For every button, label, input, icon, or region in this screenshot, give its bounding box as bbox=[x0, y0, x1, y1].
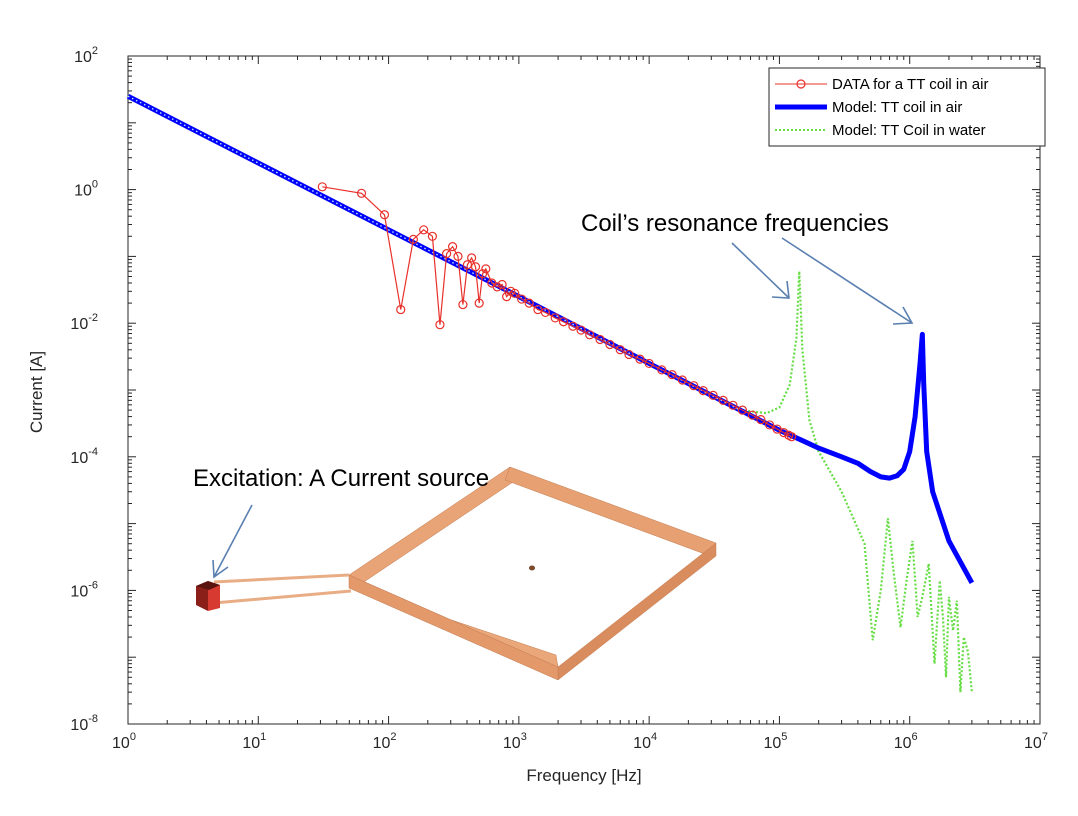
x-tick-label: 106 bbox=[894, 731, 918, 752]
x-tick-label: 102 bbox=[373, 731, 397, 752]
data-point-marker bbox=[447, 242, 458, 252]
data-point-marker bbox=[497, 279, 507, 290]
data-point-marker bbox=[540, 307, 551, 318]
series-line-data bbox=[322, 186, 792, 438]
series-2 bbox=[127, 95, 973, 693]
series-line-water bbox=[127, 95, 973, 693]
x-tick-label: 107 bbox=[1024, 731, 1048, 752]
legend-label: Model: TT Coil in water bbox=[832, 122, 986, 139]
coil-frame-front-left-side bbox=[348, 574, 559, 681]
data-point-marker bbox=[435, 320, 445, 330]
x-tick-label: 100 bbox=[112, 731, 136, 752]
y-axis-title: Current [A] bbox=[27, 351, 46, 433]
coil-lead-upper bbox=[213, 573, 350, 584]
data-point-marker bbox=[698, 385, 708, 396]
data-point-marker bbox=[396, 304, 406, 315]
data-point-marker bbox=[595, 334, 605, 345]
data-point-marker bbox=[453, 251, 463, 261]
arrowhead-air-resonance bbox=[892, 306, 914, 325]
coil-illustration bbox=[196, 466, 717, 681]
data-point-marker bbox=[737, 405, 748, 415]
series-line-overlay bbox=[127, 95, 741, 411]
arrow-excitation bbox=[213, 504, 253, 578]
data-point-marker bbox=[605, 339, 615, 350]
data-point-marker bbox=[317, 182, 327, 192]
data-point-marker bbox=[510, 288, 520, 298]
data-point-marker bbox=[677, 375, 688, 385]
data-point-marker bbox=[442, 249, 452, 259]
annotation-excitation: Excitation: A Current source bbox=[193, 465, 489, 492]
legend-item-data: DATA for a TT coil in air bbox=[775, 76, 988, 93]
data-point-marker bbox=[644, 358, 654, 369]
data-point-marker bbox=[467, 253, 477, 263]
legend-item-model-air: Model: TT coil in air bbox=[775, 99, 962, 116]
data-point-marker bbox=[427, 231, 438, 241]
data-point-marker bbox=[356, 188, 367, 198]
data-point-marker bbox=[708, 390, 718, 401]
data-point-marker bbox=[568, 321, 578, 331]
data-point-marker bbox=[624, 349, 634, 360]
y-tick-label: 10-4 bbox=[70, 446, 98, 467]
data-point-marker bbox=[408, 234, 418, 244]
data-point-marker bbox=[419, 225, 429, 235]
data-point-marker bbox=[689, 381, 699, 391]
y-tick-label: 10-8 bbox=[70, 713, 98, 734]
data-point-marker bbox=[718, 395, 728, 405]
data-point-marker bbox=[478, 269, 488, 279]
axis-ticks bbox=[127, 55, 1041, 725]
legend-item-model-water: Model: TT Coil in water bbox=[775, 122, 986, 139]
plot-area bbox=[127, 55, 1041, 725]
x-tick-label: 101 bbox=[242, 731, 266, 752]
y-tick-label: 10-6 bbox=[70, 579, 98, 600]
legend-marker-circle bbox=[796, 79, 806, 89]
data-point-marker bbox=[779, 428, 789, 438]
data-point-marker bbox=[576, 325, 586, 335]
data-point-marker bbox=[474, 298, 484, 308]
data-point-marker bbox=[747, 410, 757, 420]
x-tick-label: 105 bbox=[763, 731, 787, 752]
data-point-marker bbox=[492, 282, 502, 292]
y-tick-label: 100 bbox=[74, 179, 98, 200]
annotation-resonance: Coil’s resonance frequencies bbox=[581, 210, 889, 237]
y-axis-tick-labels: 10-8 10-6 10-4 10-2 100 102 bbox=[70, 45, 98, 734]
legend-label: Model: TT coil in air bbox=[832, 99, 962, 116]
source-box-top bbox=[196, 581, 220, 590]
legend-label: DATA for a TT coil in air bbox=[832, 76, 988, 93]
x-tick-label: 104 bbox=[633, 731, 657, 752]
series-0 bbox=[317, 182, 797, 442]
data-point-marker bbox=[657, 365, 667, 375]
y-tick-label: 10-2 bbox=[70, 312, 98, 333]
series-layer bbox=[126, 93, 975, 693]
data-point-marker bbox=[379, 210, 390, 220]
x-axis-title: Frequency [Hz] bbox=[526, 766, 641, 785]
data-point-marker bbox=[558, 317, 569, 327]
data-point-marker bbox=[786, 432, 797, 442]
data-point-marker bbox=[458, 299, 468, 310]
data-point-marker bbox=[517, 294, 527, 304]
x-axis-tick-labels: 100 101 102 103 104 105 106 107 bbox=[112, 731, 1048, 752]
data-point-marker bbox=[550, 313, 560, 323]
data-point-marker bbox=[524, 298, 534, 308]
data-point-marker bbox=[481, 264, 491, 274]
data-point-marker bbox=[756, 415, 766, 425]
annotation-arrows bbox=[212, 237, 914, 579]
y-tick-label: 102 bbox=[74, 45, 98, 66]
arrow-air-resonance bbox=[781, 237, 913, 324]
data-point-marker bbox=[615, 345, 625, 355]
coil-lead-lower bbox=[213, 589, 352, 605]
data-point-marker bbox=[635, 354, 645, 364]
coil-center-dot bbox=[529, 565, 535, 571]
data-point-marker bbox=[728, 400, 738, 410]
data-point-marker bbox=[585, 330, 595, 340]
arrowhead-water-resonance bbox=[771, 280, 790, 299]
data-point-marker bbox=[667, 370, 677, 380]
data-point-marker bbox=[470, 262, 481, 272]
x-tick-label: 103 bbox=[503, 731, 527, 752]
legend: DATA for a TT coil in air Model: TT coil… bbox=[768, 67, 1046, 147]
data-point-marker bbox=[764, 420, 775, 430]
arrowhead-excitation bbox=[212, 559, 229, 579]
arrow-water-resonance bbox=[731, 242, 790, 299]
